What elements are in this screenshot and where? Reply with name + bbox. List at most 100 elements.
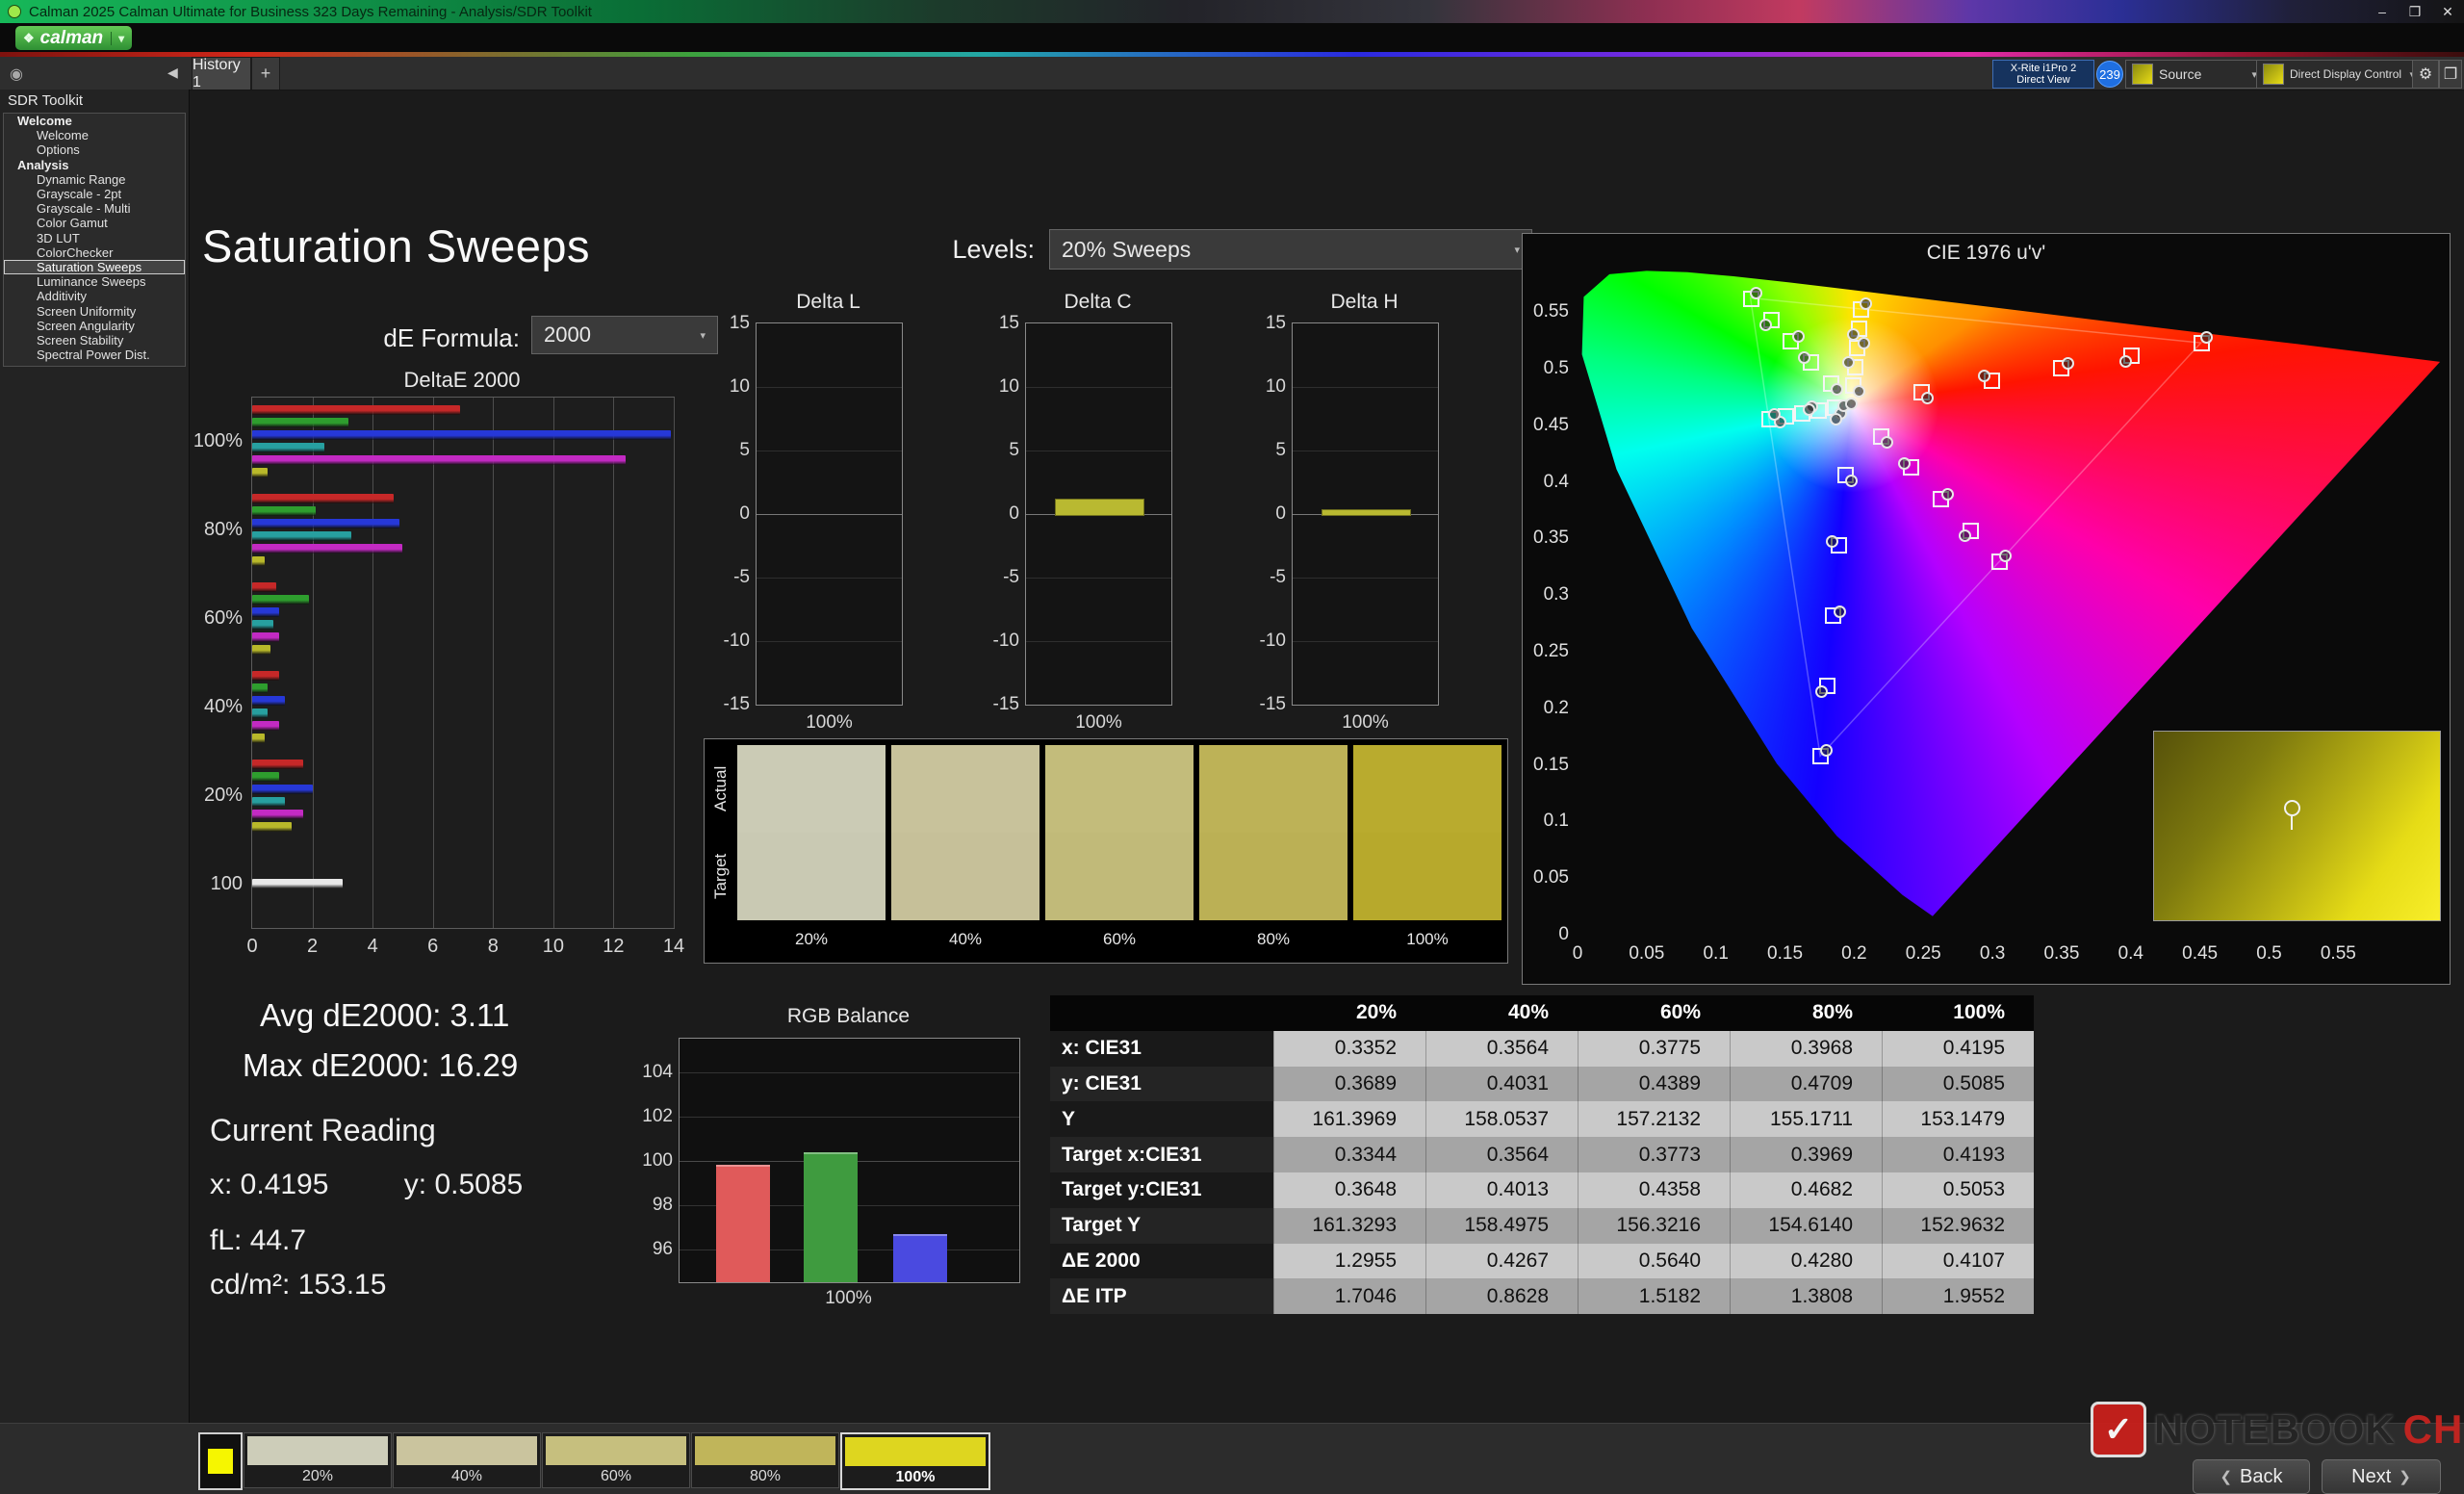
actual-row-label: Actual [711, 765, 730, 812]
y-axis-tick-label: 0 [739, 503, 750, 524]
meter-count-badge[interactable]: 239 [2096, 61, 2123, 88]
y-axis-tick-label: 100% [192, 430, 243, 452]
sidebar-item-saturation-sweeps[interactable]: Saturation Sweeps [4, 260, 185, 275]
y-axis-tick-label: 102 [642, 1105, 673, 1126]
y-axis-tick-label: 5 [739, 439, 750, 460]
y-axis-tick-label: 15 [729, 313, 750, 333]
source-selector[interactable]: Source ▾ [2125, 60, 2264, 89]
y-axis-tick-label: 20% [203, 784, 243, 806]
sidebar-item-dynamic-range[interactable]: Dynamic Range [37, 171, 126, 187]
table-cell: 152.9632 [1882, 1207, 2034, 1244]
table-cell: 0.3968 [1730, 1030, 1882, 1067]
sidebar-collapse-arrow-icon[interactable]: ◀ [167, 64, 178, 80]
sidebar-item-spectral-power-dist-[interactable]: Spectral Power Dist. [37, 348, 150, 363]
pattern-thumbnail-40%[interactable]: 40% [393, 1432, 541, 1488]
y-axis-tick-label: -10 [992, 631, 1019, 651]
rgb-balance-title: RGB Balance [786, 1005, 911, 1027]
sidebar-item-welcome[interactable]: Welcome [37, 128, 89, 143]
y-axis-tick-label: 5 [1009, 439, 1019, 460]
x-axis-tick-label: 6 [427, 936, 439, 957]
x-axis-tick-label: 0.35 [2043, 943, 2080, 964]
delta-h-chart: 15 10 5 0 -5 -10 -15 100% [1260, 313, 1439, 733]
actual-patch [1199, 745, 1348, 833]
levels-dropdown[interactable]: 20% Sweeps ▾ [1049, 229, 1532, 270]
red-balance-bar [716, 1165, 770, 1282]
sidebar-item-additivity[interactable]: Additivity [37, 289, 88, 304]
pattern-thumbnail-80%[interactable]: 80% [691, 1432, 839, 1488]
logo-bar: ❖ calman ▾ [0, 23, 2464, 52]
delta-l-title: Delta L [796, 291, 860, 313]
next-arrow-icon: ❯ [2399, 1469, 2411, 1485]
maximize-button[interactable]: ❒ [2408, 3, 2422, 19]
y-axis-tick-label: 0.15 [1533, 754, 1569, 775]
table-cell: 0.4267 [1425, 1243, 1578, 1279]
sidebar-item-luminance-sweeps[interactable]: Luminance Sweeps [37, 274, 146, 290]
y-axis-tick-label: 0.25 [1533, 641, 1569, 661]
rgb-balance-chart: 104 102 100 98 96 [642, 1038, 1020, 1283]
delta-c-chart: 15 10 5 0 -5 -10 -15 100% [993, 313, 1172, 733]
rgb-balance-x-label: 100% [825, 1288, 872, 1308]
sidebar-item-options[interactable]: Options [37, 142, 80, 158]
current-x-value: x: 0.4195 [210, 1169, 329, 1200]
actual-target-patch-strip: Actual Target 20% 40% 60% 80% 100% [704, 738, 1508, 964]
pattern-thumbnail-60%[interactable]: 60% [542, 1432, 690, 1488]
display-control-selector[interactable]: Direct Display Control ▾ [2256, 60, 2422, 89]
table-cell: 0.5085 [1882, 1066, 2034, 1102]
table-cell: 157.2132 [1578, 1101, 1730, 1138]
delta-bar [1322, 509, 1411, 516]
sidebar-item-screen-angularity[interactable]: Screen Angularity [37, 318, 135, 333]
row-label: ΔE 2000 [1050, 1243, 1273, 1279]
table-cell: 1.2955 [1273, 1243, 1425, 1279]
current-cdm2-value: cd/m²: 153.15 [210, 1269, 387, 1301]
window-title: Calman 2025 Calman Ultimate for Business… [29, 3, 592, 20]
workspace-layout-icon[interactable]: ❐ [2439, 60, 2462, 89]
measurement-marker [1798, 351, 1811, 365]
delta-bar [1055, 499, 1144, 516]
target-patch [737, 833, 886, 920]
sidebar-item-screen-uniformity[interactable]: Screen Uniformity [37, 303, 137, 319]
back-button[interactable]: ❮ Back [2193, 1459, 2310, 1494]
minimize-button[interactable]: – [2378, 4, 2386, 19]
meter-selector[interactable]: X-Rite i1Pro 2 Direct View [1992, 60, 2094, 89]
sidebar-item-screen-stability[interactable]: Screen Stability [37, 333, 124, 348]
row-label: Target Y [1050, 1207, 1273, 1244]
tab-add-button[interactable]: + [251, 57, 280, 90]
measurement-marker [1844, 398, 1858, 411]
sidebar-item-grayscale-multi[interactable]: Grayscale - Multi [37, 201, 131, 217]
sidebar-item-color-gamut[interactable]: Color Gamut [37, 216, 108, 231]
row-label: y: CIE31 [1050, 1066, 1273, 1102]
de-formula-dropdown[interactable]: 2000 ▾ [531, 316, 718, 354]
table-cell: 0.4389 [1578, 1066, 1730, 1102]
pattern-thumbnail-20%[interactable]: 20% [244, 1432, 392, 1488]
measurement-marker [1834, 605, 1847, 618]
current-pattern-inset [2153, 731, 2441, 921]
measurement-marker [1841, 355, 1855, 369]
next-button[interactable]: Next ❯ [2322, 1459, 2441, 1494]
close-button[interactable]: ✕ [2442, 3, 2453, 19]
gridline [680, 1116, 1019, 1118]
sidebar-item-colorchecker[interactable]: ColorChecker [37, 245, 114, 260]
gridline [552, 398, 554, 928]
sidebar-item-grayscale-2pt[interactable]: Grayscale - 2pt [37, 187, 122, 202]
settings-gear-icon[interactable]: ⚙ [2412, 60, 2439, 89]
pattern-thumbnail-100%[interactable]: 100% [840, 1432, 990, 1490]
patch-level-label: 20% [794, 930, 829, 948]
target-patch [891, 833, 1040, 920]
column-header: 80% [1730, 995, 1882, 1031]
current-pattern-thumbnail[interactable] [198, 1432, 243, 1490]
gridline [1293, 641, 1438, 642]
y-axis-tick-label: 40% [203, 695, 243, 717]
thumbnail-label: 100% [895, 1469, 936, 1485]
sidebar-item-3d-lut[interactable]: 3D LUT [37, 230, 80, 245]
calman-menu-button[interactable]: ❖ calman ▾ [15, 26, 133, 50]
x-axis-tick-label: 4 [367, 936, 378, 957]
table-cell: 0.4107 [1882, 1243, 2034, 1279]
y-axis-tick-label: 0.5 [1543, 358, 1569, 378]
bar [252, 809, 304, 819]
current-pattern-swatch [208, 1449, 233, 1474]
gridline [757, 577, 902, 579]
bar [252, 455, 626, 466]
x-axis-tick-label: 0.2 [1841, 943, 1867, 964]
tab-history-1[interactable]: History 1 [192, 57, 251, 90]
navigation-target-icon[interactable]: ◉ [10, 66, 23, 83]
